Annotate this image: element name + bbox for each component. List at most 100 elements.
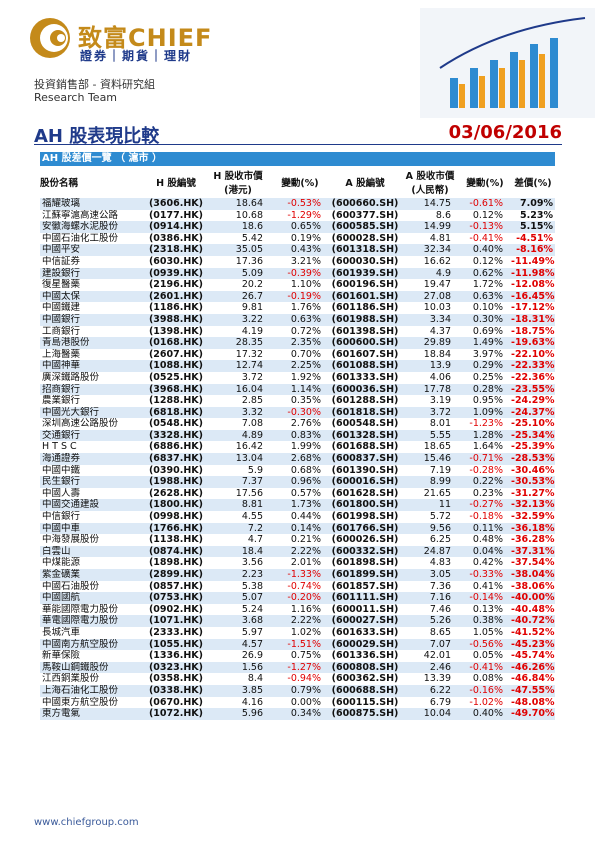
col-h-close-cell: 3.56 <box>241 557 263 569</box>
col-premium-cell: -18.31% <box>511 313 555 326</box>
col-premium-cell: -40.00% <box>511 592 555 604</box>
col-h-close-cell: 3.32 <box>205 406 271 419</box>
col-h-code-cell: (1898.HK) <box>148 557 204 569</box>
col-h-close-cell: 7.37 <box>205 476 271 488</box>
table-row: 農業銀行 (1288.HK) 2.85 0.35% (601288.SH) 3.19 0.9… <box>40 395 555 407</box>
col-premium-cell: -37.54% <box>511 557 555 569</box>
col-premium-cell: -40.72% <box>511 615 555 627</box>
col-h-code-cell: (2899.HK) <box>147 569 205 581</box>
col-stock-name-cell: 中國石油股份 <box>42 580 100 592</box>
table-header-row: 股份名稱 H 股編號 H 股收市價 (港元) 變動(%) A 股編號 A 股收市價 (人民幣)… <box>40 166 555 198</box>
chief-logo-icon <box>30 18 70 58</box>
col-h-close-cell: 12.74 <box>205 360 271 372</box>
col-a-code-cell: (601688.SH) <box>331 441 399 453</box>
col-h-code-cell: (0874.HK) <box>147 545 205 558</box>
col-h-change-cell: 2.35% <box>271 337 329 349</box>
table-row: 青島港股份 (0168.HK) 28.35 2.35% (600600.SH) 29.89… <box>40 337 555 349</box>
col-a-code-cell: (601336.SH) <box>331 650 399 662</box>
col-h-change-cell: 0.68% <box>290 464 321 476</box>
col-stock-name-cell: 建設銀行 <box>40 267 147 280</box>
col-a-code-cell: (600377.SH) <box>331 209 399 221</box>
col-h-close-cell: 17.36 <box>235 255 263 267</box>
col-h-close-cell: 1.56 <box>205 661 271 674</box>
col-stock-name-cell: 白雲山 <box>40 545 147 558</box>
col-premium-cell: -37.31% <box>511 545 555 558</box>
table-row: 中國光大銀行 (6818.HK) 3.32 -0.30% (601818.SH) 3.72… <box>40 406 555 419</box>
col-premium-cell: -4.51% <box>516 232 553 244</box>
col-h-close-cell: 9.81 <box>241 302 263 314</box>
table-row: 招商銀行 (3968.HK) 16.04 1.14% (600036.SH) 17.78 0… <box>40 383 555 396</box>
col-h-close-cell: 10.68 <box>235 209 263 221</box>
col-h-code-cell: (6837.HK) <box>147 453 205 465</box>
col-h-close-cell: 7.2 <box>205 522 271 535</box>
col-a-close-cell: 11 <box>401 499 459 512</box>
col-premium-cell: -38.04% <box>511 569 555 581</box>
col-premium-cell: -22.36% <box>511 371 555 383</box>
table-row: 廣深鐵路股份 (0525.HK) 3.72 1.92% (601333.SH) 4.06 0… <box>40 372 555 384</box>
col-a-close-cell: 5.26 <box>401 615 459 627</box>
department: 投資銷售部 - 資料研究組 <box>34 78 155 91</box>
col-h-close-cell: 18.6 <box>205 221 271 233</box>
col-stock-name-cell: 青島港股份 <box>40 337 147 349</box>
col-a-change-cell: 1.05% <box>472 626 503 638</box>
col-a-close-cell: 29.89 <box>401 337 459 349</box>
col-h-change-cell: -0.20% <box>271 592 329 604</box>
col-stock-name-cell: 中國平安 <box>40 244 147 256</box>
col-a-close-cell: 7.19 <box>429 464 451 476</box>
col-a-close-cell: 14.99 <box>401 221 459 233</box>
col-h-code-cell: (0998.HK) <box>148 511 204 523</box>
col-a-code-cell: (600548.SH) <box>331 418 399 430</box>
col-stock-name-cell: H T S C <box>42 441 77 453</box>
col-premium-cell: -46.84% <box>511 673 555 685</box>
col-premium-cell: -22.10% <box>511 348 555 360</box>
col-a-code-cell: (600362.SH) <box>331 673 399 685</box>
col-a-change-cell: -0.56% <box>459 638 511 651</box>
department-en: Research Team <box>34 91 118 104</box>
col-a-change-cell: 1.64% <box>472 441 503 453</box>
col-a-change-cell: 0.12% <box>472 255 503 267</box>
col-premium-cell: -25.10% <box>511 418 555 430</box>
col-h-change-cell: 0.75% <box>290 650 321 662</box>
col-stock-name-cell: 長城汽車 <box>42 626 81 638</box>
table-row: 中國太保 (2601.HK) 26.7 -0.19% (601601.SH) 27.08 0… <box>40 290 555 303</box>
col-h-change-cell: -1.29% <box>287 209 321 221</box>
col-a-change-cell: 0.12% <box>472 209 503 221</box>
col-stock-name-cell: 中國東方航空股份 <box>42 696 119 708</box>
col-stock-name-cell: 中國銀行 <box>40 313 147 326</box>
col-a-change-cell: -1.02% <box>469 696 503 708</box>
col-h-change-cell: 1.76% <box>290 302 321 314</box>
col-h-close-cell: 4.89 <box>205 429 271 442</box>
table-row: 中國銀行 (3988.HK) 3.22 0.63% (601988.SH) 3.34 0.3… <box>40 313 555 326</box>
table-row: 中國交通建設 (1800.HK) 8.81 1.73% (601800.SH) 11 -0.… <box>40 499 555 512</box>
col-h-code-cell: (3606.HK) <box>147 198 205 210</box>
col-a-change-cell: -0.41% <box>459 661 511 674</box>
col-a-code-cell: (600011.SH) <box>331 603 399 615</box>
col-h-code-cell: (0323.HK) <box>147 661 205 674</box>
col-h-close-cell: 18.64 <box>205 198 271 210</box>
col-premium-header: 差價(%) <box>514 178 552 189</box>
col-stock-name-cell: 紫金礦業 <box>40 569 147 581</box>
col-a-code-cell: (601899.SH) <box>329 569 401 581</box>
col-a-close-cell: 13.39 <box>423 673 451 685</box>
col-a-change-cell: 0.40% <box>459 244 511 256</box>
col-a-change-cell: 1.49% <box>459 337 511 349</box>
report-header: 致富CHIEF 證券｜期貨｜理財 投資銷售部 - 資料研究組 Research … <box>0 0 595 118</box>
col-stock-name-cell: 交通銀行 <box>40 429 147 442</box>
table-row: 中國人壽 (2628.HK) 17.56 0.57% (601628.SH) 21.65 0… <box>40 488 555 500</box>
col-h-code-cell: (1138.HK) <box>148 534 204 546</box>
col-h-close-cell: 18.4 <box>205 545 271 558</box>
col-a-code-cell: (601898.SH) <box>331 557 399 569</box>
col-stock-name-cell: 中信銀行 <box>42 511 81 523</box>
col-a-close-cell: 18.84 <box>423 348 451 360</box>
col-premium-cell: -31.27% <box>511 487 555 499</box>
col-h-change-cell: 1.99% <box>290 441 321 453</box>
col-a-code-cell: (601601.SH) <box>329 290 401 303</box>
col-h-code-cell: (6818.HK) <box>147 406 205 419</box>
col-stock-name-cell: 中國光大銀行 <box>40 406 147 419</box>
table-row: 建設銀行 (0939.HK) 5.09 -0.39% (601939.SH) 4.9 0.6… <box>40 267 555 280</box>
col-a-code-cell: (600585.SH) <box>329 221 401 233</box>
col-a-change-cell: -0.18% <box>469 511 503 523</box>
col-premium-cell: -12.08% <box>511 279 555 291</box>
col-h-code-cell: (0753.HK) <box>147 592 205 604</box>
col-stock-name-cell: 華能國際電力股份 <box>42 603 119 615</box>
